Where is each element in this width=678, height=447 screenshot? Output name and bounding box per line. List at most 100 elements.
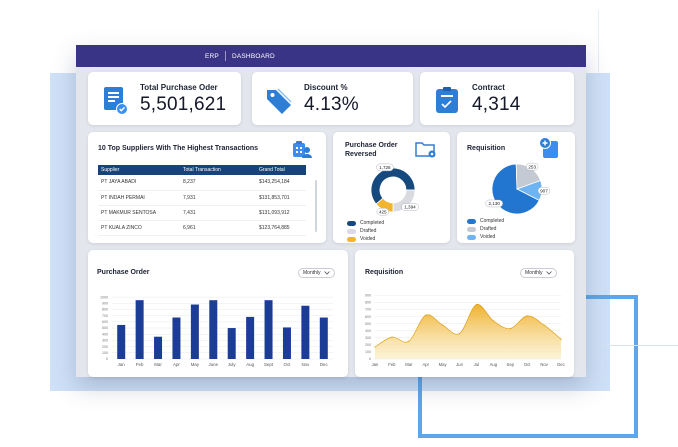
y-tick-label: 500 [365,322,371,326]
data-label: 907 [537,186,551,195]
period-dropdown[interactable]: Monthly [520,268,557,278]
legend-item: Voided [467,233,504,241]
page-name[interactable]: DASHBOARD [231,52,275,60]
x-tick-label: Jan [118,362,126,367]
column-header[interactable]: Total Transaction [180,165,256,175]
x-tick-label: Nov [540,362,548,367]
x-tick-label: Dec [557,362,564,367]
legend-item: Drafted [467,225,504,233]
total-transaction: 7,431 [180,205,256,221]
table-scrollbar[interactable] [315,180,317,232]
requisition-pie-chart: 2,130 253 907 [485,162,551,215]
legend-swatch [467,218,476,224]
data-point[interactable] [408,340,410,342]
svg-text:2,130: 2,130 [488,201,500,206]
bar-oct[interactable] [282,327,291,359]
y-tick-label: 100 [102,351,108,355]
y-tick-label: 600 [102,320,108,324]
data-point[interactable] [475,303,478,306]
card-title: Purchase Order [345,142,398,149]
kpi-card-total-purchase-order[interactable]: Total Purchase Oder 5,501,621 [88,72,241,125]
kpi-card-discount[interactable]: Discount % 4.13% [252,72,413,125]
users-building-icon[interactable] [291,139,313,159]
data-point[interactable] [458,332,461,335]
data-point[interactable] [425,314,427,316]
y-tick-label: 400 [102,332,108,336]
y-tick-label: 0 [369,357,371,361]
x-tick-label: Oct [524,362,531,367]
app-name[interactable]: ERP [205,52,219,60]
x-tick-label: July [228,362,237,367]
table-header-row: Supplier Total Transaction Grand Total [98,165,306,175]
legend-item: Completed [347,219,384,227]
bar-july[interactable] [227,328,236,359]
data-point[interactable] [543,324,545,326]
data-point[interactable] [560,338,562,340]
add-document-icon[interactable] [537,136,563,160]
data-point[interactable] [492,320,494,322]
chart-legend: Completed Drafted Voided [467,217,504,241]
grand-total: $143,254,184 [256,175,306,191]
column-header[interactable]: Grand Total [256,165,306,175]
card-title: Reversed [345,150,377,158]
data-point[interactable] [442,324,444,326]
y-tick-label: 800 [102,308,108,312]
chart-title: Requisition [365,269,404,276]
dropdown-label: Monthly [303,270,321,276]
table-row[interactable]: PT KUALA ZINCO 6,961 $123,764,885 [98,220,306,236]
y-tick-label: 700 [365,308,371,312]
y-tick-label: 700 [102,314,108,318]
x-tick-label: Apr [422,362,429,367]
bar-dec[interactable] [319,317,328,359]
data-point[interactable] [526,315,528,317]
requisition-area-chart: 0 100 200 300 400 500 600 700 800 900 Jan Feb Mar Apr… [365,294,565,367]
contract-check-icon [436,87,458,113]
dashboard-window: ERP DASHBOARD Total Purchase Oder 5,501,… [76,45,586,377]
svg-text:1,394: 1,394 [404,205,416,210]
y-tick-label: 1000 [100,295,108,299]
area-line[interactable] [374,304,562,348]
card-title: Requisition [467,145,506,152]
bar-sept[interactable] [264,300,273,359]
bar-nov[interactable] [301,305,310,359]
y-tick-label: 900 [365,294,371,298]
pie-slice-completed[interactable] [370,167,416,205]
bar-jan[interactable] [117,324,126,359]
legend-label: Voided [480,234,496,240]
x-tick-label: Feb [388,362,396,367]
x-tick-label: June [209,362,219,367]
legend-item: Voided [347,235,384,243]
po-reversed-donut-chart: 1,726 1,394 425 [370,163,419,216]
table-row[interactable]: PT MAKMUR SENTOSA 7,431 $131,093,912 [98,205,306,221]
y-tick-label: 100 [365,350,371,354]
y-tick-label: 600 [365,315,371,319]
kpi-card-contract[interactable]: Contract 4,314 [420,72,574,125]
data-point[interactable] [391,336,393,338]
bar-apr[interactable] [172,317,181,359]
x-tick-label: Oct [284,362,292,367]
y-tick-label: 400 [365,329,371,333]
top-suppliers-card: 10 Top Suppliers With The Highest Transa… [88,132,326,243]
bar-june[interactable] [209,300,218,359]
dropdown-label: Monthly [525,270,543,276]
supplier-name: PT INDAH PERMAI [98,190,180,206]
table-row[interactable]: PT INDAH PERMAI 7,931 $131,853,701 [98,190,306,206]
kpi-value: 4,314 [472,94,521,115]
legend-swatch [347,228,356,234]
period-dropdown[interactable]: Monthly [298,268,335,278]
purchase-order-bar-chart: 0 100 200 300 400 500 600 700 800 900 1000 Jan Feb Ma… [100,295,333,367]
x-tick-label: May [191,362,200,367]
svg-text:907: 907 [540,188,548,193]
bar-may[interactable] [190,304,199,359]
bar-mar[interactable] [154,336,163,359]
legend-swatch [347,236,356,242]
bar-feb[interactable] [135,300,144,359]
table-row[interactable]: PT JAYA ABADI 8,237 $143,254,184 [98,175,306,191]
x-tick-label: May [439,362,448,367]
bar-aug[interactable] [246,316,255,359]
folder-gear-icon[interactable] [415,140,437,158]
x-tick-label: Sep [507,362,515,367]
data-point[interactable] [374,346,376,348]
column-header[interactable]: Supplier [98,165,180,175]
data-point[interactable] [509,328,511,330]
